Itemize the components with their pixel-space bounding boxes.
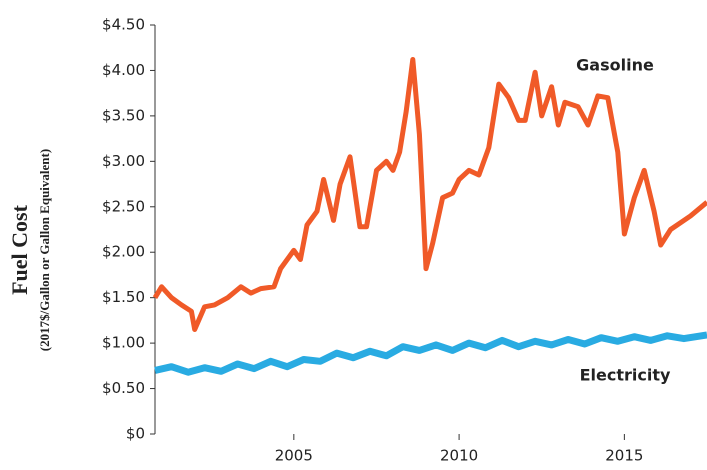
y-tick-label: $4.00 xyxy=(102,61,145,79)
series-label: Gasoline xyxy=(576,56,654,75)
x-tick-label: 2005 xyxy=(275,447,313,465)
y-tick-label: $2.50 xyxy=(102,197,145,215)
y-axis-label: Fuel Cost xyxy=(7,204,32,295)
series-line xyxy=(152,57,707,332)
x-tick-label: 2010 xyxy=(440,447,478,465)
y-tick-label: $1.00 xyxy=(102,334,145,352)
series-label: Electricity xyxy=(580,366,671,385)
y-tick-label: $0 xyxy=(126,425,145,443)
y-tick-label: $3.00 xyxy=(102,152,145,170)
y-axis-sublabel: (2017$/Gallon or Gallon Equivalent) xyxy=(37,149,52,351)
y-tick-label: $1.50 xyxy=(102,288,145,306)
y-tick-label: $0.50 xyxy=(102,379,145,397)
y-tick-label: $3.50 xyxy=(102,106,145,124)
y-tick-label: $2.00 xyxy=(102,243,145,261)
x-tick-label: 2015 xyxy=(605,447,643,465)
series-line xyxy=(154,331,707,376)
y-tick-label: $4.50 xyxy=(102,16,145,34)
